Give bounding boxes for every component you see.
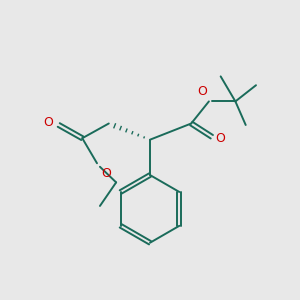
Text: O: O — [101, 167, 111, 180]
Text: O: O — [215, 132, 225, 145]
Text: O: O — [44, 116, 53, 129]
Text: O: O — [197, 85, 207, 98]
